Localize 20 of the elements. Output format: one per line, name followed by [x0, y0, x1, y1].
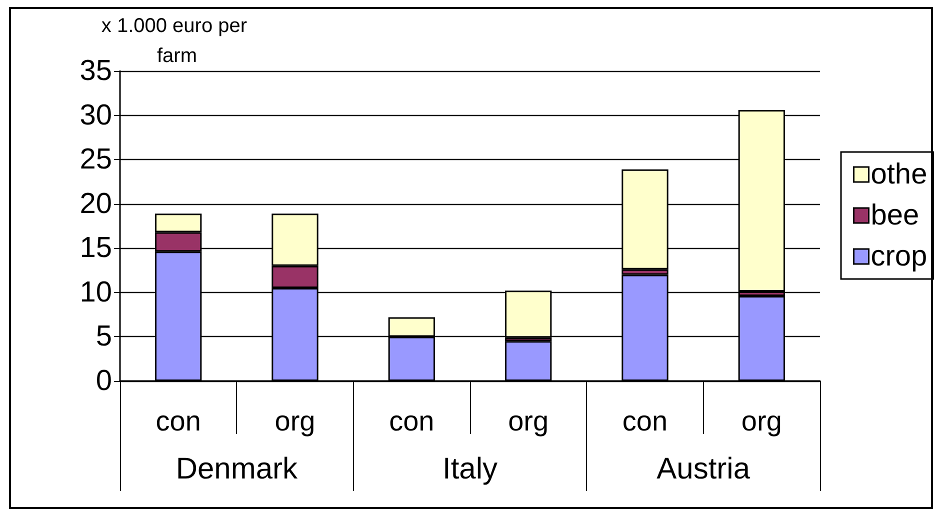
legend-label: othe: [870, 158, 928, 190]
legend-label: bee: [870, 200, 920, 232]
x-tick-label: org: [741, 406, 782, 436]
text: Austria: [656, 452, 750, 486]
text: Denmark: [176, 452, 299, 486]
y-tick-label: 15: [80, 232, 112, 264]
x-tick-label: con: [622, 406, 668, 436]
y-tick-label: 10: [80, 276, 112, 308]
x-tick-label: org: [274, 406, 316, 436]
x-tick-label: con: [389, 406, 434, 436]
x-tick-label: org: [508, 406, 549, 436]
y-tick-label: 20: [80, 188, 112, 220]
y-tick-label: 5: [96, 320, 112, 353]
y-tick-label: 30: [80, 99, 112, 132]
x-tick-label: con: [156, 406, 201, 436]
text: Italy: [442, 452, 498, 486]
legend-label: crop: [870, 240, 928, 272]
y-tick-label: 0: [96, 365, 112, 397]
y-tick-label: 25: [80, 144, 112, 176]
y-tick-label: 35: [80, 55, 112, 87]
